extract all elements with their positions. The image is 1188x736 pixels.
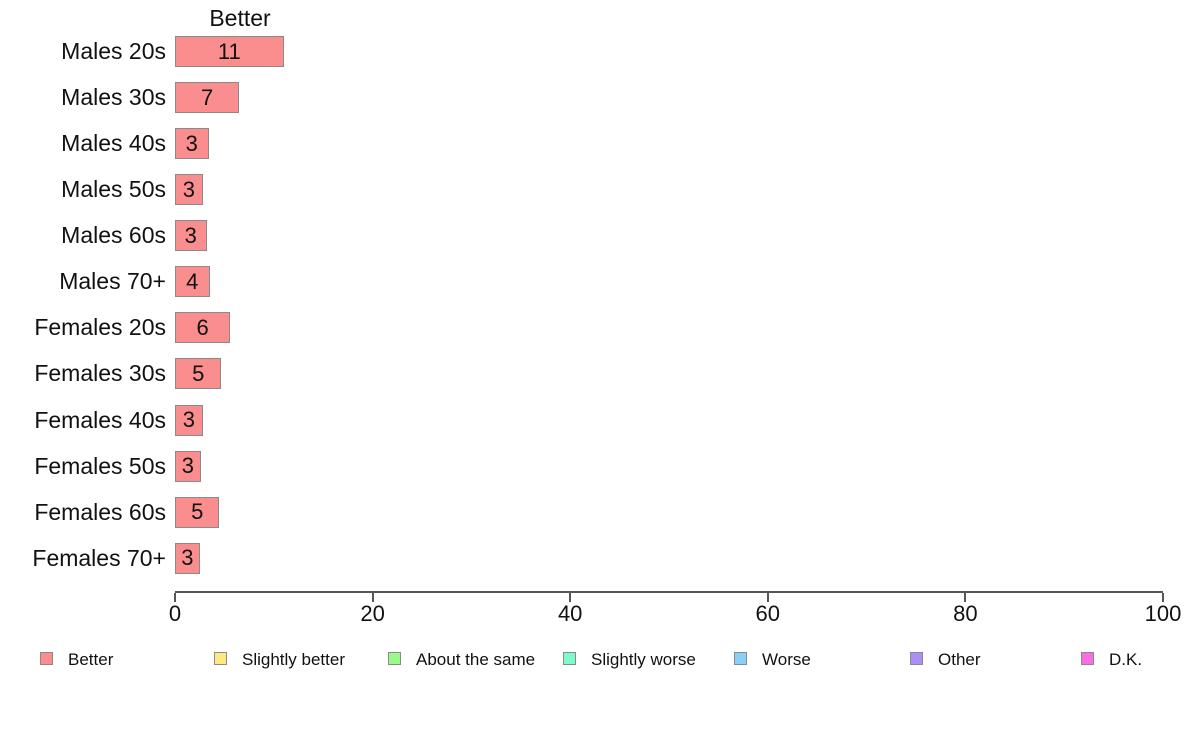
x-axis-tick-label: 60 xyxy=(755,601,781,626)
legend-label: Slightly worse xyxy=(591,650,696,669)
category-label: Females 70+ xyxy=(32,544,166,571)
x-axis-tick xyxy=(569,593,572,602)
category-label: Females 40s xyxy=(34,406,166,433)
legend-swatch-icon xyxy=(388,652,401,665)
category-label: Females 50s xyxy=(34,452,166,479)
bar-value-label: 3 xyxy=(184,222,197,248)
category-label: Males 50s xyxy=(61,176,166,203)
bar-value-label: 3 xyxy=(181,545,194,571)
legend-label: Worse xyxy=(762,650,811,669)
legend-swatch-icon xyxy=(734,652,747,665)
legend-label: Other xyxy=(938,650,981,669)
category-label: Males 30s xyxy=(61,84,166,111)
category-label: Males 60s xyxy=(61,222,166,249)
legend-swatch-icon xyxy=(40,652,53,665)
legend-label: Better xyxy=(68,650,114,669)
x-axis-tick xyxy=(1162,593,1164,602)
x-axis-tick xyxy=(964,593,967,602)
bar: 5 xyxy=(175,358,222,390)
bar-value-label: 6 xyxy=(196,314,209,340)
bar-value-label: 3 xyxy=(182,176,195,202)
legend-swatch-icon xyxy=(563,652,576,665)
bar-value-label: 4 xyxy=(186,268,199,294)
bar-value-label: 3 xyxy=(185,130,198,156)
x-axis-tick xyxy=(371,593,374,602)
x-axis-tick-label: 100 xyxy=(1144,601,1182,626)
bar-value-label: 11 xyxy=(217,38,241,64)
x-axis-tick-label: 80 xyxy=(953,601,978,626)
bar-value-label: 7 xyxy=(200,84,214,110)
category-label: Females 20s xyxy=(34,314,166,341)
legend-swatch-icon xyxy=(910,652,923,665)
bar-value-label: 5 xyxy=(192,360,205,386)
bar: 3 xyxy=(175,220,207,252)
bar: 4 xyxy=(175,266,210,298)
legend-label: D.K. xyxy=(1109,650,1143,669)
x-axis-tick-label: 0 xyxy=(168,601,182,626)
bar: 3 xyxy=(175,128,209,160)
legend-swatch-icon xyxy=(214,652,227,665)
category-label: Males 20s xyxy=(61,38,166,64)
x-axis-line xyxy=(175,591,1163,593)
category-label: Females 60s xyxy=(34,498,166,525)
x-axis-tick xyxy=(766,593,769,602)
x-axis-tick xyxy=(174,593,176,602)
x-axis-tick-label: 40 xyxy=(557,601,583,626)
legend-label: About the same xyxy=(416,650,536,669)
bar-value-label: 5 xyxy=(191,499,204,525)
bar: 3 xyxy=(175,174,203,206)
category-label: Males 70+ xyxy=(59,268,166,295)
bar: 6 xyxy=(175,312,231,344)
legend-label: Slightly better xyxy=(242,650,345,669)
legend-swatch-icon xyxy=(1081,652,1094,665)
category-label: Females 30s xyxy=(34,360,166,387)
bar: 3 xyxy=(175,404,203,436)
category-label: Males 40s xyxy=(61,130,166,157)
bar-value-label: 3 xyxy=(181,453,194,479)
bar: 11 xyxy=(175,36,284,67)
bar-value-label: 3 xyxy=(182,407,195,433)
bar: 5 xyxy=(175,496,220,528)
bar: 3 xyxy=(175,450,201,482)
bar: 7 xyxy=(175,82,240,114)
bar: 3 xyxy=(175,542,200,574)
column-header: Better xyxy=(209,5,271,31)
x-axis-tick-label: 20 xyxy=(360,601,385,626)
